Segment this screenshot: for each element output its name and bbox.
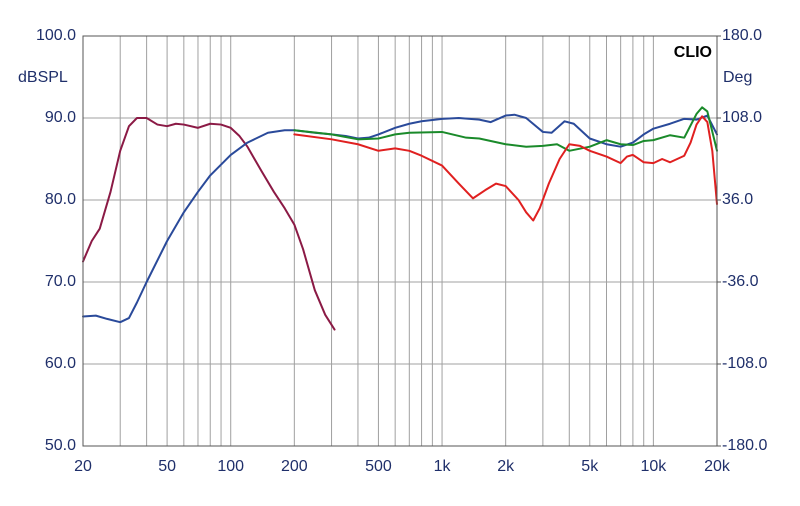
x-tick-label: 50 xyxy=(158,458,176,475)
series-line xyxy=(293,106,718,152)
plot-lines xyxy=(82,106,718,331)
y-axis-label: dBSPL xyxy=(18,69,68,86)
x-tick-label: 20k xyxy=(704,458,731,475)
y-tick-label: 50.0 xyxy=(45,437,76,454)
plot-frame xyxy=(82,35,718,447)
y2-tick-label: -108.0 xyxy=(722,355,767,372)
y-tick-label: 100.0 xyxy=(36,27,76,44)
y-tick-label: 80.0 xyxy=(45,191,76,208)
series-line xyxy=(82,117,336,331)
y2-axis-label: Deg xyxy=(723,69,752,86)
y2-tick-label: -36.0 xyxy=(722,273,759,290)
y-tick-label: 90.0 xyxy=(45,109,76,126)
x-tick-label: 500 xyxy=(365,458,392,475)
y-tick-label: 60.0 xyxy=(45,355,76,372)
series-line xyxy=(293,115,718,222)
x-tick-label: 200 xyxy=(281,458,308,475)
x-tick-label: 10k xyxy=(640,458,667,475)
y2-tick-label: -180.0 xyxy=(722,437,767,454)
x-tick-label: 100 xyxy=(217,458,244,475)
y2-tick-label: 180.0 xyxy=(722,27,762,44)
x-tick-label: 5k xyxy=(581,458,599,475)
x-tick-label: 1k xyxy=(434,458,452,475)
x-tick-label: 20 xyxy=(74,458,92,475)
y-tick-label: 70.0 xyxy=(45,273,76,290)
x-tick-label: 2k xyxy=(497,458,515,475)
brand-label: CLIO xyxy=(674,44,712,61)
y2-tick-label: 36.0 xyxy=(722,191,753,208)
y2-tick-label: 108.0 xyxy=(722,109,762,126)
